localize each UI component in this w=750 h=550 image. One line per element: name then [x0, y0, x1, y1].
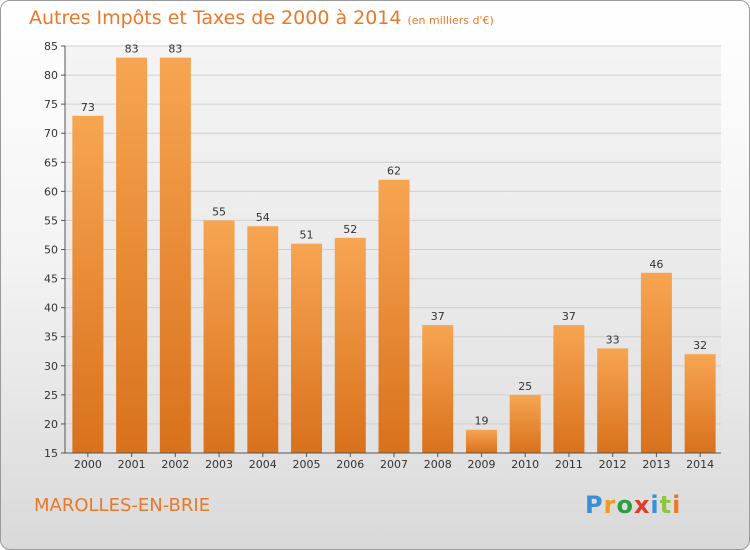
bar-value-label: 73 [81, 101, 95, 114]
logo-letter: i [650, 491, 660, 519]
bar-value-label: 83 [125, 43, 139, 56]
logo-letter: x [633, 491, 651, 519]
x-tick-label: 2008 [424, 458, 452, 471]
logo-letter: o [616, 491, 634, 519]
x-tick-label: 2014 [686, 458, 714, 471]
y-tick-label: 40 [44, 302, 58, 315]
x-tick-label: 2003 [205, 458, 233, 471]
logo-letter: P [585, 491, 604, 519]
bar-value-label: 51 [300, 229, 314, 242]
x-tick-label: 2011 [555, 458, 583, 471]
bar-value-label: 37 [562, 310, 576, 323]
bar [597, 348, 629, 453]
x-tick-label: 2010 [511, 458, 539, 471]
y-tick-label: 55 [44, 214, 58, 227]
y-tick-label: 25 [44, 389, 58, 402]
bar [378, 179, 410, 453]
bar-value-label: 54 [256, 211, 270, 224]
bar-value-label: 83 [168, 43, 182, 56]
chart-title: Autres Impôts et Taxes de 2000 à 2014 (en… [29, 7, 494, 29]
bar [116, 57, 148, 453]
bar-value-label: 37 [431, 310, 445, 323]
bar [684, 354, 716, 453]
y-tick-label: 70 [44, 127, 58, 140]
bar [159, 57, 191, 453]
bar-value-label: 46 [649, 258, 663, 271]
bar [509, 394, 541, 453]
bar [334, 237, 366, 453]
y-tick-label: 20 [44, 418, 58, 431]
x-tick-label: 2006 [336, 458, 364, 471]
bar [422, 325, 454, 453]
x-tick-label: 2009 [467, 458, 495, 471]
y-tick-label: 85 [44, 40, 58, 53]
x-tick-label: 2007 [380, 458, 408, 471]
bar-value-label: 62 [387, 165, 401, 178]
bar [291, 243, 323, 453]
bar-value-label: 32 [693, 339, 707, 352]
x-tick-label: 2005 [293, 458, 321, 471]
bar-value-label: 25 [518, 380, 532, 393]
logo-letter: i [672, 491, 682, 519]
bar-value-label: 52 [343, 223, 357, 236]
commune-name: MAROLLES-EN-BRIE [34, 495, 211, 516]
bar [640, 272, 672, 453]
unit-note: (en milliers d'€) [407, 14, 494, 27]
y-tick-label: 75 [44, 98, 58, 111]
bar-value-label: 19 [474, 415, 488, 428]
y-tick-label: 50 [44, 244, 58, 257]
bar [247, 226, 279, 453]
y-tick-label: 45 [44, 273, 58, 286]
y-tick-label: 30 [44, 360, 58, 373]
y-tick-label: 35 [44, 331, 58, 344]
x-tick-label: 2000 [74, 458, 102, 471]
logo-letter: r [603, 491, 617, 519]
chart-title-text: Autres Impôts et Taxes de 2000 à 2014 [29, 7, 402, 29]
bar [465, 429, 497, 453]
y-tick-label: 60 [44, 185, 58, 198]
x-tick-label: 2013 [642, 458, 670, 471]
y-tick-label: 80 [44, 69, 58, 82]
x-tick-label: 2012 [599, 458, 627, 471]
bar-value-label: 55 [212, 205, 226, 218]
x-tick-label: 2002 [161, 458, 189, 471]
x-tick-label: 2001 [118, 458, 146, 471]
y-tick-label: 15 [44, 447, 58, 460]
y-tick-label: 65 [44, 156, 58, 169]
bar [553, 325, 585, 453]
x-tick-label: 2004 [249, 458, 277, 471]
bar-value-label: 33 [606, 333, 620, 346]
logo-letter: t [659, 491, 673, 519]
proxiti-logo: Proxiti [585, 491, 681, 519]
bar [203, 220, 235, 453]
bar [72, 115, 104, 454]
